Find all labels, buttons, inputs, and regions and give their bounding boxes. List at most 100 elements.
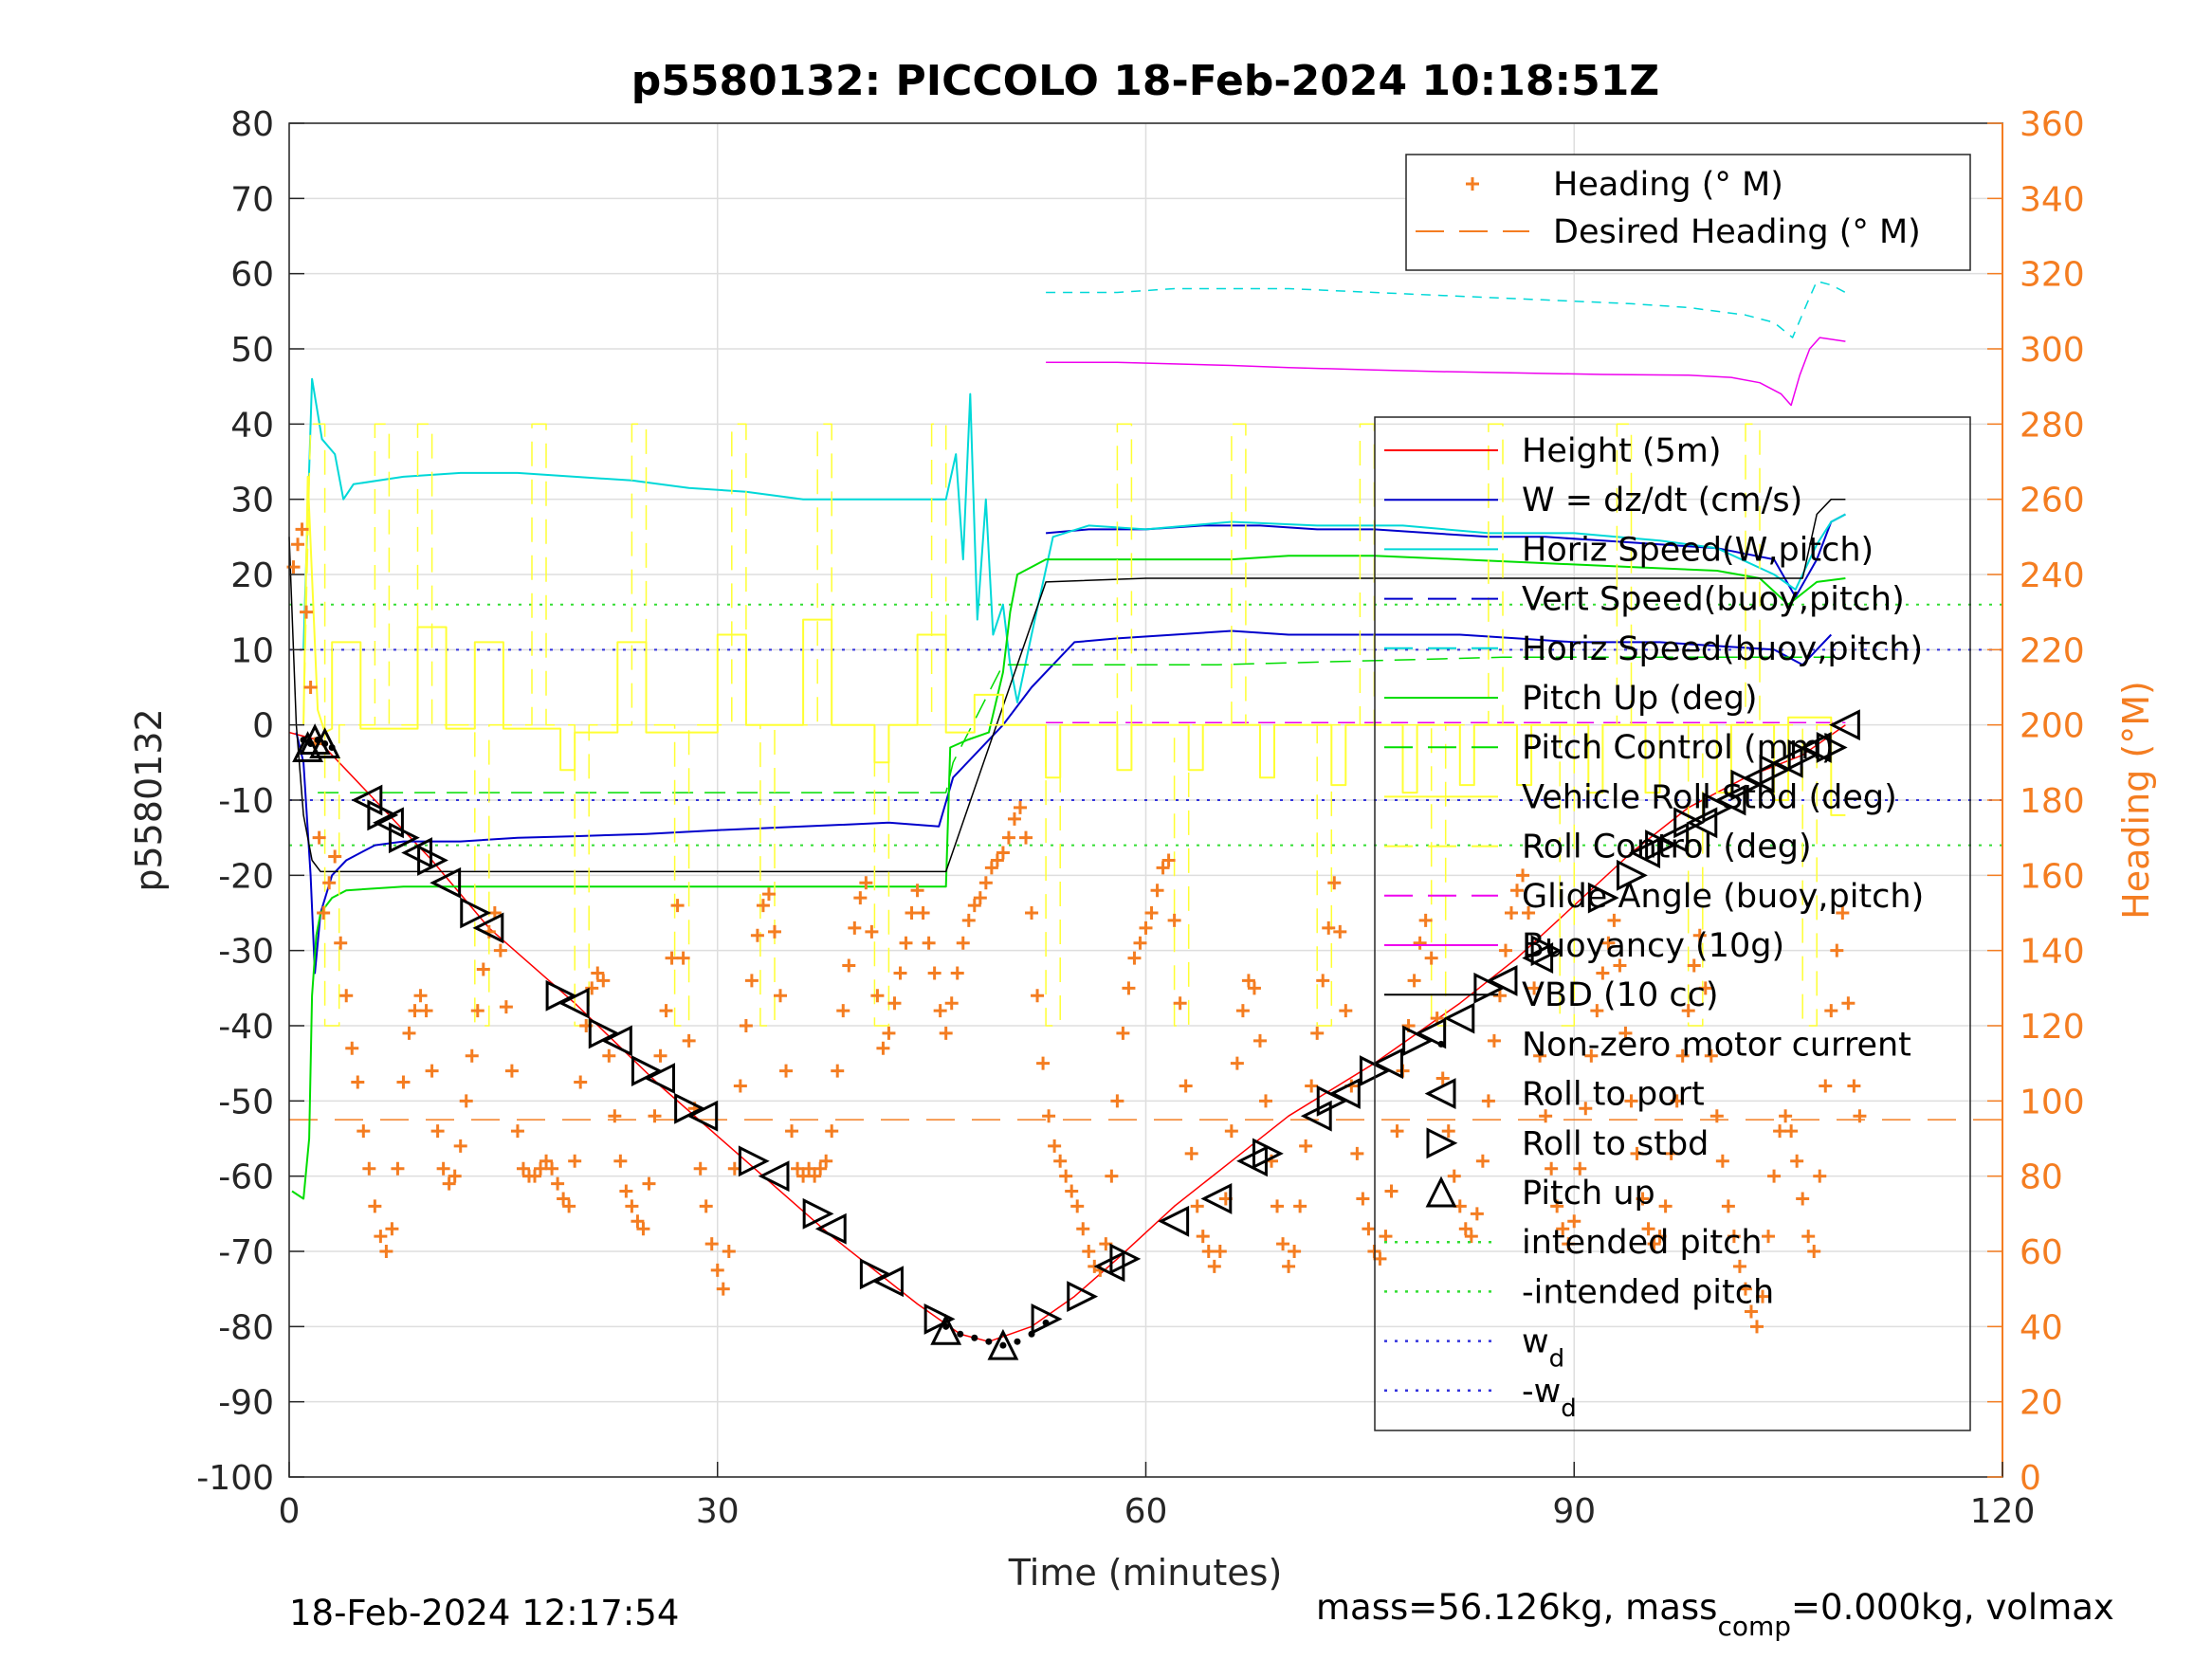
heading-point: [933, 1004, 947, 1018]
heading-point: [779, 1064, 794, 1078]
heading-point: [808, 1169, 822, 1183]
y-tick-label: 40: [230, 406, 274, 445]
heading-point: [1709, 1109, 1724, 1123]
heading-point: [1562, 1237, 1576, 1251]
heading-point: [1813, 1169, 1827, 1183]
motor-current-point: [985, 1338, 993, 1345]
legend-label-text: Non-zero motor current: [1522, 1026, 1911, 1064]
legend-entry: Pitch Up (deg): [1384, 680, 1758, 718]
heading-point: [836, 1004, 850, 1018]
right-tick-label: 340: [2020, 180, 2085, 219]
heading-point: [1492, 989, 1507, 1003]
heading-point: [642, 1176, 656, 1191]
y-axis-ticks: 80 70 60 50 40 30 20 10 0 -10 -20 -30 -40 -50 -60 -70 -8…: [196, 105, 304, 1498]
heading-point: [791, 1161, 805, 1176]
heading-point: [1116, 1026, 1130, 1040]
heading-point: [1790, 1154, 1804, 1168]
heading-point: [956, 936, 970, 950]
heading-point: [1196, 1230, 1210, 1244]
heading-point: [1435, 1071, 1450, 1085]
heading-point: [699, 1199, 713, 1213]
heading-point: [1252, 1033, 1267, 1048]
heading-point: [1579, 1102, 1593, 1116]
motor-current-point: [957, 1330, 964, 1338]
heading-point: [1424, 951, 1438, 965]
heading-point: [631, 1214, 645, 1229]
heading-point: [648, 1109, 662, 1123]
heading-point: [978, 876, 993, 890]
footer-mass-b: =0.000kg, volmax: [1791, 1587, 2114, 1628]
motor-current-point: [999, 1341, 1007, 1349]
legend-label: Vehicle Roll Stbd (deg): [1522, 778, 1897, 816]
motor-current-point: [1014, 1338, 1021, 1345]
legend-label-text: Pitch up: [1522, 1175, 1655, 1212]
heading-point: [1819, 1079, 1833, 1093]
heading-point: [1122, 981, 1136, 995]
roll-port-marker: [472, 912, 504, 944]
heading-point: [1339, 1004, 1353, 1018]
heading-point: [961, 913, 976, 927]
heading-point: [453, 1139, 467, 1153]
legend-label-text: Height (5m): [1522, 432, 1722, 470]
legend-label-text: Vehicle Roll Stbd (deg): [1522, 778, 1897, 816]
heading-point: [1767, 1169, 1782, 1183]
heading-point: [625, 1199, 639, 1213]
line-pitch_up: [291, 555, 1846, 1200]
y-tick-label: -80: [218, 1308, 274, 1347]
heading-point: [1373, 1251, 1387, 1266]
legend-entry: Roll to stbd: [1426, 1125, 1709, 1163]
pitch-up-marker: [309, 727, 341, 758]
legend-label-text: Buoyancy (10g): [1522, 927, 1784, 965]
pitch-up-marker: [987, 1328, 1019, 1360]
heading-point: [1019, 830, 1033, 845]
heading-point: [1630, 1146, 1644, 1160]
heading-point: [733, 1079, 747, 1093]
heading-point: [1738, 1282, 1752, 1296]
roll-port-marker: [1522, 942, 1554, 975]
heading-point: [1139, 921, 1153, 935]
heading-point: [722, 1245, 736, 1258]
heading-point: [1715, 1154, 1729, 1168]
line-pitch_control: [318, 656, 1846, 793]
legend-label: wd: [1522, 1323, 1564, 1374]
heading-point: [1762, 1230, 1776, 1244]
heading-point: [1173, 996, 1187, 1011]
heading-point: [1362, 1222, 1376, 1236]
heading-point: [676, 951, 690, 965]
heading-point: [1464, 1230, 1478, 1244]
heading-point: [1201, 1245, 1216, 1258]
heading-point: [1150, 884, 1164, 898]
heading-point: [425, 1064, 439, 1078]
legend-entry: Roll Control (deg): [1384, 829, 1812, 866]
legend-label: Roll to stbd: [1522, 1125, 1709, 1163]
legend-label: Pitch Up (deg): [1522, 680, 1758, 718]
legend-entry: Desired Heading (° M): [1416, 213, 1921, 251]
roll-stbd-marker: [1730, 769, 1763, 801]
heading-point: [436, 1161, 450, 1176]
heading-point: [802, 1161, 816, 1176]
heading-point: [591, 966, 605, 980]
heading-point: [608, 1109, 622, 1123]
line-hspeed: [302, 377, 1846, 703]
line-w_fast: [1046, 513, 1846, 598]
legend-label: Glide Angle (buoy,pitch): [1522, 878, 1924, 916]
motor-current-point: [942, 1322, 950, 1330]
right-tick-label: 120: [2020, 1008, 2085, 1047]
roll-port-marker: [1200, 1183, 1233, 1214]
heading-point: [396, 1075, 411, 1089]
heading-point: [545, 1161, 559, 1176]
heading-point: [448, 1169, 462, 1183]
legend-label-text: Horiz Speed(W,pitch): [1522, 531, 1874, 569]
heading-point: [767, 924, 781, 939]
legend-label-text: VBD (10 cc): [1522, 976, 1719, 1014]
heading-point: [1756, 1289, 1770, 1304]
heading-point: [916, 906, 930, 920]
x-tick-label: 0: [279, 1492, 301, 1531]
footer-mass-a: mass=56.126kg, mass: [1316, 1587, 1717, 1628]
heading-point: [785, 1124, 799, 1139]
heading-point: [905, 906, 919, 920]
roll-stbd-marker: [588, 1017, 620, 1049]
legend-entry: W = dz/dt (cm/s): [1384, 482, 1802, 520]
data-series: [286, 280, 1867, 1360]
roll-stbd-marker: [1645, 830, 1676, 862]
